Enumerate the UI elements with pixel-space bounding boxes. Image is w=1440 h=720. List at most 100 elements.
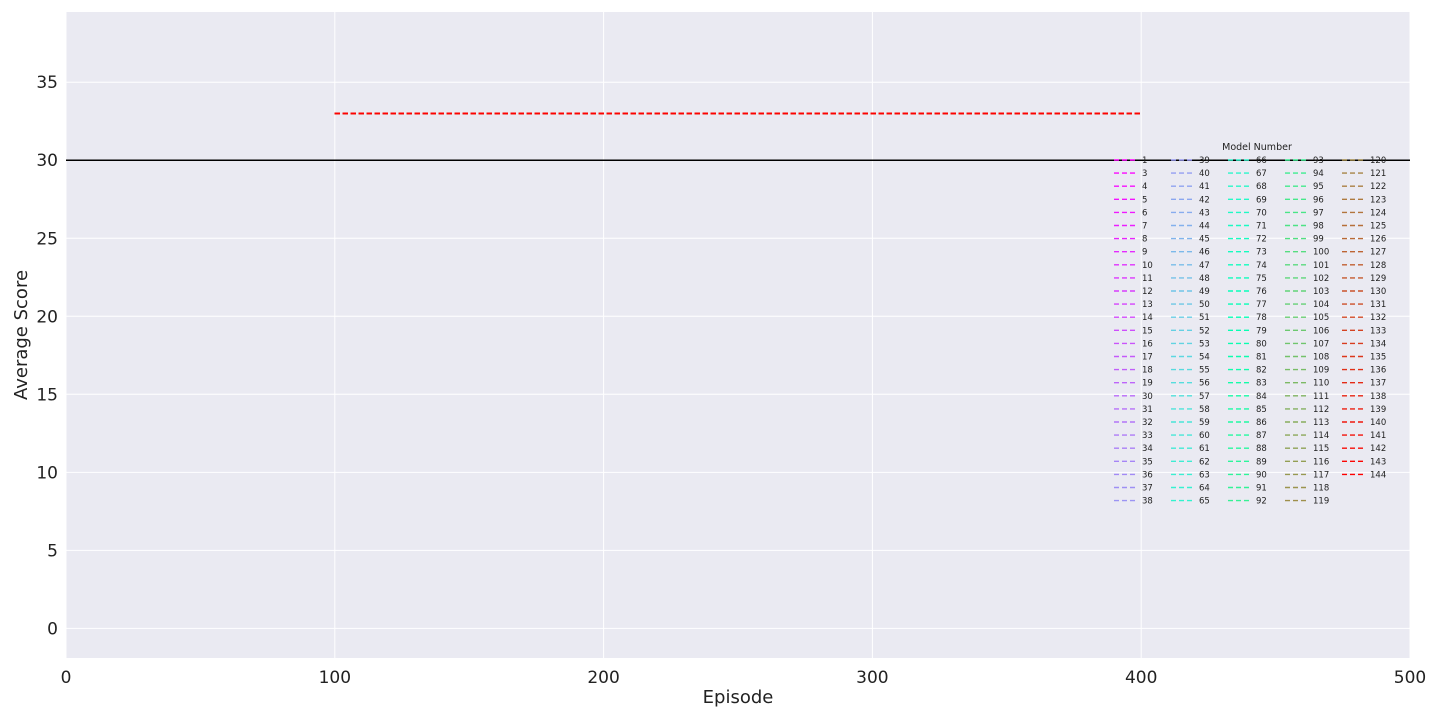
legend-label: 54	[1199, 353, 1210, 363]
legend-label: 7	[1142, 222, 1147, 232]
legend-label: 51	[1199, 313, 1210, 323]
legend-label: 30	[1142, 392, 1153, 402]
legend-label: 52	[1199, 326, 1210, 336]
legend-label: 6	[1142, 208, 1147, 218]
legend-label: 115	[1313, 444, 1329, 454]
legend-label: 109	[1313, 366, 1329, 376]
legend-label: 141	[1370, 431, 1386, 441]
legend-label: 50	[1199, 300, 1210, 310]
legend-label: 103	[1313, 287, 1329, 297]
legend-label: 64	[1199, 484, 1210, 494]
y-tick-label: 20	[36, 307, 58, 327]
legend-label: 41	[1199, 182, 1210, 192]
legend-label: 9	[1142, 248, 1147, 258]
legend-label: 118	[1313, 484, 1329, 494]
grid-lines	[65, 12, 1411, 658]
legend-label: 76	[1256, 287, 1267, 297]
y-tick-label: 30	[36, 151, 58, 171]
legend-label: 143	[1370, 457, 1386, 467]
legend-label: 122	[1370, 182, 1386, 192]
legend-label: 8	[1142, 235, 1147, 245]
legend-label: 13	[1142, 300, 1153, 310]
legend-label: 35	[1142, 457, 1153, 467]
legend-label: 72	[1256, 235, 1267, 245]
legend-label: 18	[1142, 366, 1153, 376]
y-tick-label: 0	[47, 619, 58, 639]
legend-label: 81	[1256, 353, 1267, 363]
legend-label: 126	[1370, 235, 1386, 245]
legend-label: 89	[1256, 457, 1267, 467]
legend-label: 134	[1370, 339, 1386, 349]
legend-label: 59	[1199, 418, 1210, 428]
legend-label: 3	[1142, 169, 1147, 179]
legend-label: 79	[1256, 326, 1267, 336]
legend-label: 142	[1370, 444, 1386, 454]
legend-label: 39	[1199, 156, 1210, 166]
legend-label: 71	[1256, 222, 1267, 232]
legend-label: 10	[1142, 261, 1153, 271]
legend-label: 116	[1313, 457, 1329, 467]
legend-label: 37	[1142, 484, 1153, 494]
legend-label: 98	[1313, 222, 1324, 232]
legend-label: 66	[1256, 156, 1267, 166]
legend: Model Number 134567891011121314151617181…	[1114, 142, 1386, 507]
legend-label: 132	[1370, 313, 1386, 323]
legend-label: 120	[1370, 156, 1386, 166]
legend-label: 1	[1142, 156, 1147, 166]
legend-label: 82	[1256, 366, 1267, 376]
legend-label: 113	[1313, 418, 1329, 428]
legend-label: 93	[1313, 156, 1324, 166]
legend-label: 123	[1370, 195, 1386, 205]
legend-label: 100	[1313, 248, 1329, 258]
legend-label: 33	[1142, 431, 1153, 441]
x-tick-label: 0	[61, 668, 72, 688]
legend-label: 87	[1256, 431, 1267, 441]
legend-label: 17	[1142, 353, 1153, 363]
legend-label: 111	[1313, 392, 1329, 402]
legend-label: 69	[1256, 195, 1267, 205]
legend-label: 34	[1142, 444, 1153, 454]
legend-label: 99	[1313, 235, 1324, 245]
legend-label: 107	[1313, 339, 1329, 349]
legend-label: 11	[1142, 274, 1153, 284]
legend-label: 5	[1142, 195, 1147, 205]
legend-label: 44	[1199, 222, 1210, 232]
legend-label: 104	[1313, 300, 1329, 310]
legend-label: 97	[1313, 208, 1324, 218]
legend-label: 58	[1199, 405, 1210, 415]
legend-label: 101	[1313, 261, 1329, 271]
legend-label: 124	[1370, 208, 1386, 218]
legend-label: 78	[1256, 313, 1267, 323]
x-tick-label: 300	[856, 668, 888, 688]
legend-label: 19	[1142, 379, 1153, 389]
legend-label: 31	[1142, 405, 1153, 415]
y-tick-label: 5	[47, 541, 58, 561]
legend-label: 68	[1256, 182, 1267, 192]
legend-label: 112	[1313, 405, 1329, 415]
legend-label: 86	[1256, 418, 1267, 428]
legend-label: 140	[1370, 418, 1386, 428]
legend-label: 125	[1370, 222, 1386, 232]
legend-label: 65	[1199, 497, 1210, 507]
y-tick-label: 25	[36, 229, 58, 249]
x-tick-label: 400	[1125, 668, 1157, 688]
legend-title: Model Number	[1222, 142, 1292, 153]
y-tick-label: 35	[36, 73, 58, 93]
legend-label: 96	[1313, 195, 1324, 205]
legend-label: 91	[1256, 484, 1267, 494]
legend-label: 137	[1370, 379, 1386, 389]
legend-label: 127	[1370, 248, 1386, 258]
legend-label: 117	[1313, 470, 1329, 480]
legend-label: 40	[1199, 169, 1210, 179]
x-tick-label: 200	[587, 668, 619, 688]
legend-label: 119	[1313, 497, 1329, 507]
legend-label: 57	[1199, 392, 1210, 402]
legend-label: 108	[1313, 353, 1329, 363]
legend-label: 53	[1199, 339, 1210, 349]
legend-label: 47	[1199, 261, 1210, 271]
legend-label: 129	[1370, 274, 1386, 284]
y-axis-title: Average Score	[11, 270, 32, 400]
